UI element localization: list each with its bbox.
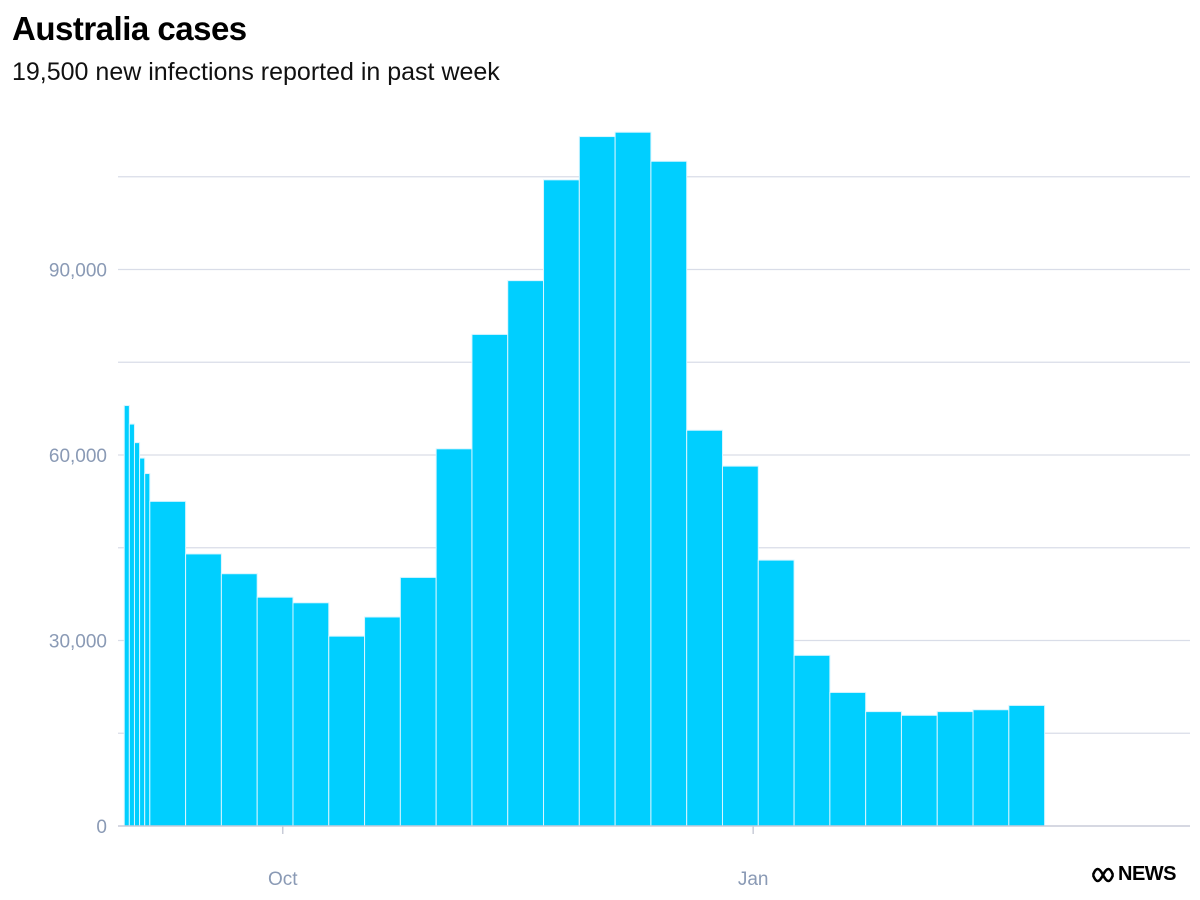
bar [471, 333, 509, 827]
bar [1008, 704, 1046, 827]
bars [123, 131, 1046, 827]
bar [144, 473, 151, 827]
bar [292, 602, 330, 827]
bar [650, 160, 688, 827]
bar [936, 711, 974, 827]
y-tick-label: 60,000 [49, 446, 107, 467]
y-tick-label: 0 [96, 817, 107, 838]
bar [435, 448, 473, 827]
bar [900, 714, 938, 827]
bar [185, 553, 222, 827]
bar [507, 280, 545, 827]
abc-logo-icon [1092, 867, 1114, 882]
bar [543, 179, 580, 827]
bar [123, 405, 130, 827]
y-tick-label: 90,000 [49, 261, 107, 282]
bar [139, 457, 146, 827]
bar [686, 429, 723, 827]
bar [256, 596, 294, 827]
bar [793, 654, 831, 827]
axes: 0 30,000 60,000 90,000 Oct Jan [49, 261, 1190, 890]
bar [614, 131, 652, 827]
bar [328, 635, 366, 827]
chart-title: Australia cases [12, 10, 247, 47]
bar [220, 573, 258, 827]
bar [133, 442, 141, 827]
bar [972, 709, 1010, 827]
bar [757, 559, 795, 827]
bar [578, 136, 616, 827]
logo-text: NEWS [1118, 863, 1177, 885]
bar [399, 576, 437, 827]
bar [149, 500, 187, 827]
bar [829, 691, 867, 827]
x-tick-label: Oct [268, 869, 298, 890]
y-tick-label: 30,000 [49, 632, 107, 653]
bar [364, 616, 401, 827]
bar [865, 711, 902, 827]
chart-subtitle: 19,500 new infections reported in past w… [12, 58, 500, 86]
abc-news-logo: NEWS [1092, 863, 1177, 886]
bar [128, 423, 135, 827]
bar [721, 465, 759, 827]
x-tick-label: Jan [738, 869, 769, 890]
